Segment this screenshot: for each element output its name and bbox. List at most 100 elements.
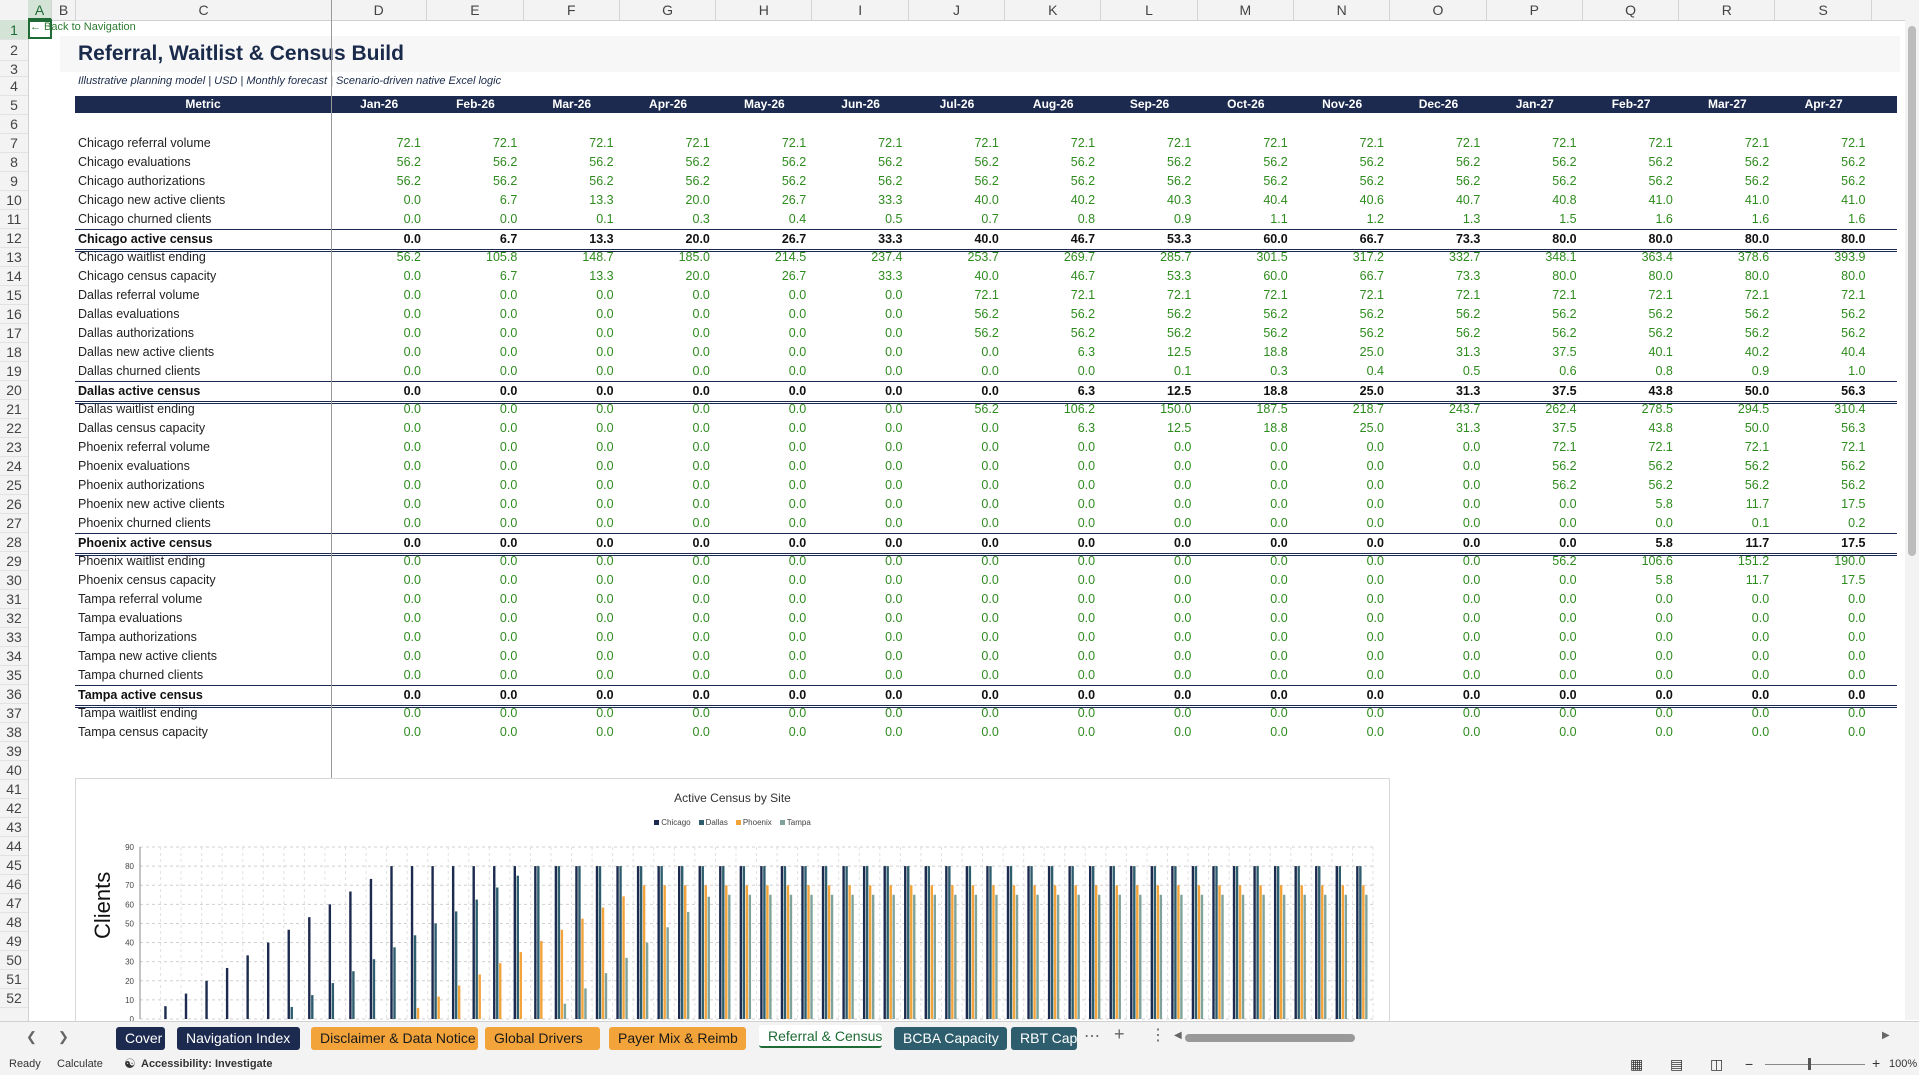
value-cell[interactable]: 0.0 xyxy=(499,536,518,550)
scroll-left-icon[interactable]: ◀ xyxy=(1174,1030,1182,1041)
chart-bar[interactable] xyxy=(225,967,229,1019)
value-cell[interactable]: 0.0 xyxy=(692,497,710,511)
value-cell[interactable]: 0.0 xyxy=(1751,592,1770,606)
row-header[interactable]: 13 xyxy=(0,248,28,267)
row-header[interactable]: 5 xyxy=(0,96,28,115)
row-header[interactable]: 45 xyxy=(0,856,28,875)
value-cell[interactable]: 0.0 xyxy=(1559,668,1577,682)
chart-bar[interactable] xyxy=(728,894,731,1019)
value-cell[interactable]: 72.1 xyxy=(1552,440,1577,454)
value-cell[interactable]: 378.6 xyxy=(1737,250,1770,264)
value-cell[interactable]: 218.7 xyxy=(1352,402,1384,416)
value-cell[interactable]: 20.0 xyxy=(685,193,710,207)
row-label[interactable]: Phoenix census capacity xyxy=(78,573,216,587)
value-cell[interactable]: 0.0 xyxy=(403,497,421,511)
value-cell[interactable]: 0.0 xyxy=(403,611,421,625)
value-cell[interactable]: 73.3 xyxy=(1455,269,1481,283)
chart-bar[interactable] xyxy=(930,885,933,1019)
value-cell[interactable]: 72.1 xyxy=(1744,440,1770,454)
value-cell[interactable]: 150.0 xyxy=(1160,402,1192,416)
value-cell[interactable]: 0.0 xyxy=(885,573,903,587)
chart-bar[interactable] xyxy=(493,866,496,1019)
value-cell[interactable]: 80.0 xyxy=(1552,269,1577,283)
value-cell[interactable]: 37.5 xyxy=(1552,421,1577,435)
row-header[interactable]: 18 xyxy=(0,343,28,362)
chart-bar[interactable] xyxy=(663,885,666,1019)
column-header-h[interactable]: H xyxy=(716,0,813,20)
value-cell[interactable]: 0.0 xyxy=(1270,706,1288,720)
value-cell[interactable]: 0.0 xyxy=(1174,649,1192,663)
chart-bar[interactable] xyxy=(924,866,927,1019)
value-cell[interactable]: 40.6 xyxy=(1359,193,1384,207)
value-cell[interactable]: 26.7 xyxy=(781,232,807,246)
value-cell[interactable]: 56.2 xyxy=(1841,155,1866,169)
value-cell[interactable]: 0.0 xyxy=(788,402,807,416)
value-cell[interactable]: 0.0 xyxy=(1366,536,1384,550)
value-cell[interactable]: 0.0 xyxy=(692,459,710,473)
sheet-tab[interactable]: Cover xyxy=(116,1027,165,1050)
active-census-chart[interactable]: 0 10 20 30 40 50 60 70 80 90 Active Census by Sit… xyxy=(75,778,1390,1028)
value-cell[interactable]: 0.0 xyxy=(1077,688,1096,702)
value-cell[interactable]: 0.0 xyxy=(1751,668,1770,682)
value-cell[interactable]: 0.0 xyxy=(788,345,807,359)
value-cell[interactable]: 0.0 xyxy=(1462,536,1481,550)
value-cell[interactable]: 56.2 xyxy=(1744,307,1770,321)
chart-bar[interactable] xyxy=(308,917,311,1019)
chart-bar[interactable] xyxy=(769,894,772,1019)
value-cell[interactable]: 0.0 xyxy=(692,725,710,739)
row-label[interactable]: Dallas evaluations xyxy=(78,307,180,321)
chart-bar[interactable] xyxy=(1033,885,1036,1019)
value-cell[interactable]: 41.0 xyxy=(1744,193,1770,207)
chart-bar[interactable] xyxy=(760,866,763,1019)
chart-bar[interactable] xyxy=(968,866,972,1019)
column-header-n[interactable]: N xyxy=(1294,0,1391,20)
chart-bar[interactable] xyxy=(707,896,710,1019)
value-cell[interactable]: 0.0 xyxy=(1174,725,1192,739)
value-cell[interactable]: 0.5 xyxy=(1462,364,1481,378)
column-header-f[interactable]: F xyxy=(524,0,620,20)
chart-bar[interactable] xyxy=(560,929,564,1019)
value-cell[interactable]: 72.1 xyxy=(685,136,710,150)
row-header[interactable]: 46 xyxy=(0,875,28,894)
value-cell[interactable]: 332.7 xyxy=(1449,250,1481,264)
value-cell[interactable]: 56.2 xyxy=(685,174,710,188)
value-cell[interactable]: 0.0 xyxy=(788,364,807,378)
value-cell[interactable]: 56.2 xyxy=(589,174,614,188)
chart-bar[interactable] xyxy=(1218,885,1221,1019)
value-cell[interactable]: 0.0 xyxy=(403,573,421,587)
value-cell[interactable]: 0.0 xyxy=(1174,478,1192,492)
row-header[interactable]: 14 xyxy=(0,267,28,286)
value-cell[interactable]: 0.0 xyxy=(885,421,903,435)
chart-bar[interactable] xyxy=(786,885,790,1019)
row-header[interactable]: 7 xyxy=(0,134,28,153)
value-cell[interactable]: 0.0 xyxy=(885,288,903,302)
value-cell[interactable]: 0.0 xyxy=(981,536,999,550)
chart-bar[interactable] xyxy=(595,866,599,1019)
chart-bar[interactable] xyxy=(945,866,948,1019)
row-header[interactable]: 27 xyxy=(0,514,28,533)
normal-view-icon[interactable]: ▦ xyxy=(1630,1056,1644,1072)
value-cell[interactable]: 0.0 xyxy=(885,592,903,606)
value-cell[interactable]: 0.0 xyxy=(596,307,614,321)
sheet-tab[interactable]: Disclaimer & Data Notice xyxy=(311,1027,478,1050)
value-cell[interactable]: 253.7 xyxy=(967,250,999,264)
value-cell[interactable]: 214.5 xyxy=(774,250,807,264)
value-cell[interactable]: 31.3 xyxy=(1455,421,1481,435)
sheet-tab[interactable]: Navigation Index xyxy=(177,1027,300,1050)
value-cell[interactable]: 17.5 xyxy=(1841,573,1866,587)
value-cell[interactable]: 0.0 xyxy=(1366,554,1384,568)
value-cell[interactable]: 0.0 xyxy=(1655,592,1673,606)
row-header[interactable]: 6 xyxy=(0,115,28,134)
value-cell[interactable]: 0.0 xyxy=(1462,478,1481,492)
value-cell[interactable]: 72.1 xyxy=(396,136,421,150)
chart-bar[interactable] xyxy=(1212,866,1215,1019)
value-cell[interactable]: 0.0 xyxy=(1559,649,1577,663)
value-cell[interactable]: 0.0 xyxy=(885,307,903,321)
value-cell[interactable]: 0.0 xyxy=(692,516,710,530)
vertical-scrollbar[interactable] xyxy=(1905,20,1919,1020)
value-cell[interactable]: 0.0 xyxy=(692,592,710,606)
row-label[interactable]: Phoenix authorizations xyxy=(78,478,205,492)
value-cell[interactable]: 56.2 xyxy=(1841,478,1866,492)
value-cell[interactable]: 0.0 xyxy=(1655,649,1673,663)
value-cell[interactable]: 0.0 xyxy=(1077,592,1096,606)
